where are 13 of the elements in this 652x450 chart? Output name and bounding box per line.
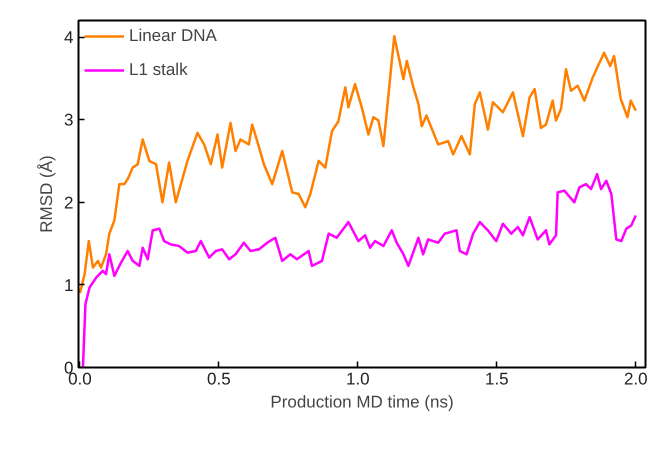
y-tick-label: 1	[64, 276, 74, 295]
y-tick-label: 4	[64, 28, 74, 48]
x-tick-label: 1.0	[346, 370, 370, 388]
x-axis-title: Production MD time (ns)	[270, 392, 454, 412]
y-tick-label: 3	[64, 110, 74, 130]
y-tick-label: 2	[64, 193, 74, 212]
y-axis-title: RMSD (Å)	[37, 155, 56, 233]
x-tick-label: 0.5	[207, 370, 231, 388]
line-series	[82, 172, 638, 368]
legend-label: L1 stalk	[129, 60, 188, 80]
x-tick-label: 1.5	[484, 370, 509, 388]
legend-label: Linear DNA	[129, 26, 217, 46]
x-tick-label: 2.0	[624, 370, 648, 388]
